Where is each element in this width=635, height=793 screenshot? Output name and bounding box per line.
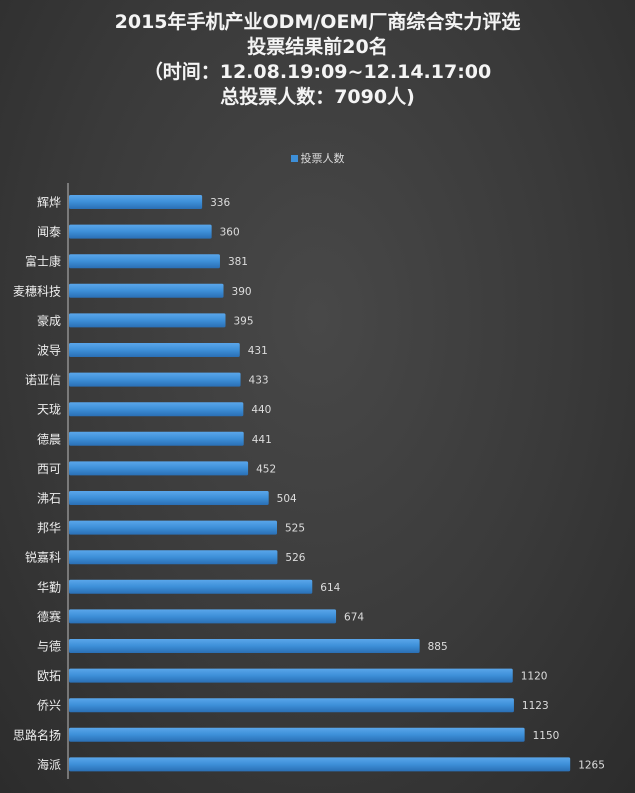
category-label: 锐嘉科 (25, 551, 61, 565)
category-label: 与德 (37, 639, 61, 654)
category-label: 豪成 (37, 313, 61, 328)
data-label: 440 (251, 404, 271, 416)
title-line-1: 2015年手机产业ODM/OEM厂商综合实力评选 (114, 11, 521, 33)
category-label: 海派 (37, 757, 61, 772)
category-label: 诺亚信 (25, 373, 61, 387)
data-label: 614 (320, 582, 340, 594)
data-label: 1265 (578, 759, 605, 771)
legend-label: 投票人数 (300, 152, 345, 165)
bar (69, 520, 278, 535)
data-label: 441 (252, 434, 272, 446)
title-line-3: （时间：12.08.19:09~12.14.17:00 (143, 61, 492, 83)
bar (69, 224, 212, 239)
bar (69, 491, 269, 505)
category-label: 西可 (37, 462, 61, 476)
title-line-4: 总投票人数：7090人) (220, 86, 415, 108)
category-label: 侨兴 (37, 699, 61, 713)
title-line-2: 投票结果前20名 (247, 36, 388, 58)
bar (69, 195, 203, 209)
bar (69, 757, 571, 772)
category-label: 闻泰 (37, 225, 61, 239)
legend-swatch (290, 155, 298, 162)
bar (69, 343, 240, 357)
data-label: 504 (277, 493, 297, 505)
bar (69, 431, 244, 446)
category-label: 华勤 (37, 580, 61, 594)
bar (69, 254, 220, 269)
data-label: 360 (220, 227, 240, 239)
category-label: 天珑 (37, 403, 61, 417)
data-label: 452 (256, 463, 276, 475)
data-label: 336 (210, 197, 230, 209)
bar (69, 668, 513, 683)
bar (69, 727, 525, 742)
bar (69, 461, 249, 476)
data-label: 526 (285, 552, 305, 564)
category-label: 波导 (37, 344, 61, 358)
category-label: 欧拓 (37, 669, 61, 683)
bar (69, 609, 337, 624)
legend: 投票人数 (0, 150, 635, 166)
data-label: 525 (285, 523, 305, 535)
data-label: 395 (233, 315, 253, 327)
category-label: 德赛 (37, 609, 61, 624)
data-label: 674 (344, 611, 364, 623)
data-label: 1123 (522, 700, 549, 712)
bar (69, 372, 241, 387)
data-label: 1120 (521, 671, 548, 683)
data-label: 431 (248, 345, 268, 357)
data-label: 433 (249, 375, 269, 387)
category-label: 德晨 (37, 431, 61, 446)
bar (69, 639, 420, 653)
bar (69, 579, 313, 594)
category-label: 麦穗科技 (13, 284, 61, 298)
bar (69, 402, 244, 417)
category-label: 富士康 (25, 254, 61, 269)
category-label: 思路名扬 (13, 727, 61, 742)
data-label: 1150 (533, 730, 560, 742)
bar (69, 550, 278, 565)
data-label: 390 (232, 286, 252, 298)
bar (69, 698, 514, 713)
chart-title: 2015年手机产业ODM/OEM厂商综合实力评选 投票结果前20名 （时间：12… (0, 10, 635, 110)
category-label: 邦华 (37, 521, 61, 535)
data-label: 381 (228, 256, 248, 268)
data-label: 885 (428, 641, 448, 653)
bar (69, 283, 224, 298)
bar (69, 313, 226, 328)
category-label: 辉烨 (37, 196, 61, 210)
category-label: 沸石 (37, 492, 61, 506)
